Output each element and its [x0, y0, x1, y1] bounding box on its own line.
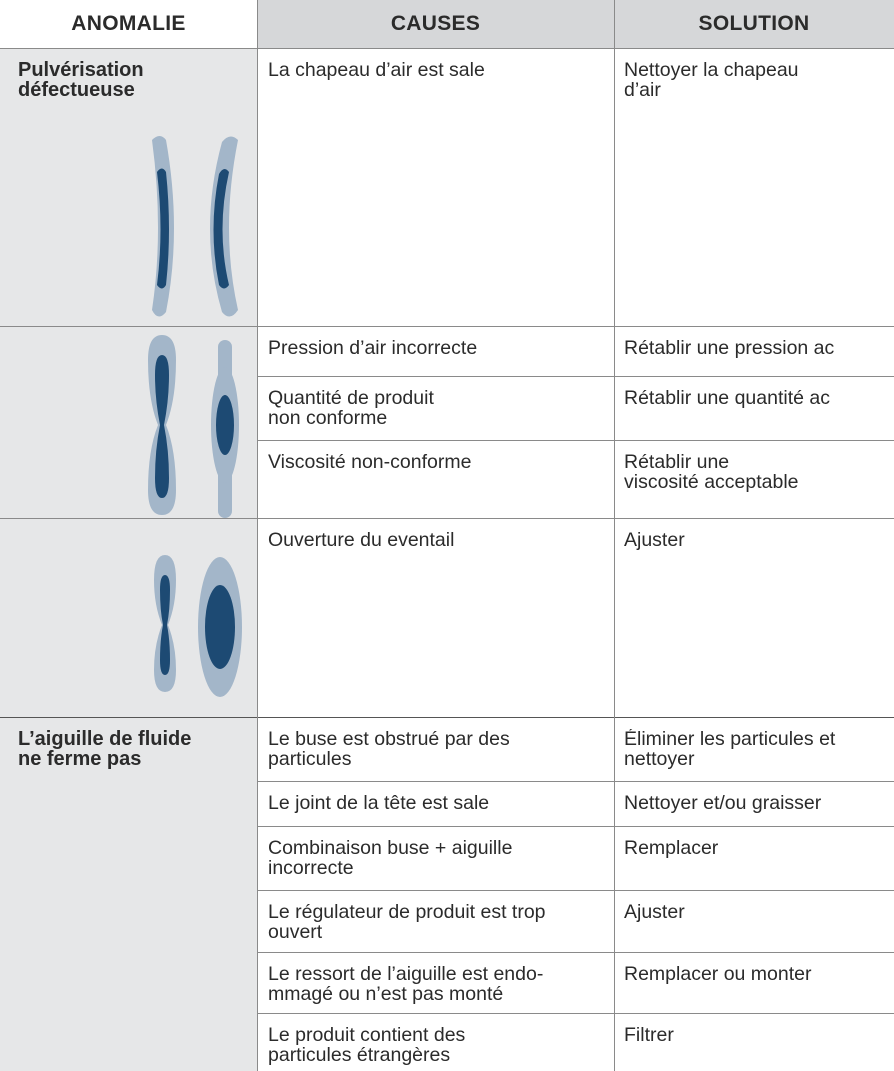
text-line: Remplacer ou monter — [624, 964, 812, 984]
cause-cell: Le buse est obstrué par des particules — [268, 729, 608, 769]
cause-cell: Ouverture du eventail — [268, 530, 608, 550]
cause-cell: Le joint de la tête est sale — [268, 793, 608, 813]
text-line: Pulvérisation — [18, 60, 144, 81]
text-line: Éliminer les particules et — [624, 729, 836, 750]
solution-cell: Rétablir une quantité ac — [624, 388, 892, 408]
anomaly-label: Pulvérisation défectueuse — [18, 60, 253, 100]
column-separator — [257, 0, 258, 1071]
solution-cell: Éliminer les particules et nettoyer — [624, 729, 892, 769]
header-cell: CAUSES — [390, 12, 481, 35]
text-line: viscosité acceptable — [624, 471, 799, 492]
cause-cell: Viscosité non-conforme — [268, 452, 608, 472]
text-line: particules — [268, 748, 352, 769]
text-line: Le ressort de l’aiguille est endo- — [268, 964, 544, 985]
group-separator — [0, 48, 894, 49]
header-background — [257, 0, 894, 48]
solution-cell: Remplacer — [624, 838, 892, 858]
column-separator — [614, 0, 615, 1071]
text-line: Remplacer — [624, 838, 719, 858]
text-line: Viscosité non-conforme — [268, 452, 472, 472]
text-line: Ajuster — [624, 530, 685, 550]
text-line: Combinaison buse + aiguille — [268, 838, 513, 859]
solution-cell: Rétablir une pression ac — [624, 338, 892, 358]
row-separator — [257, 1013, 894, 1014]
text-line: Nettoyer la chapeau — [624, 60, 799, 81]
row-separator — [257, 781, 894, 782]
group-separator — [0, 518, 894, 519]
text-line: défectueuse — [18, 79, 135, 100]
header-cell: ANOMALIE — [71, 12, 186, 35]
text-line: Quantité de produit — [268, 388, 434, 409]
row-separator — [257, 826, 894, 827]
text-line: La chapeau d’air est sale — [268, 60, 485, 80]
text-line: Nettoyer et/ou graisser — [624, 793, 822, 813]
text-line: mmagé ou n’est pas monté — [268, 983, 504, 1004]
text-line: Le produit contient des — [268, 1025, 466, 1046]
text-line: non conforme — [268, 407, 388, 428]
text-line: incorrecte — [268, 857, 354, 878]
solution-cell: Remplacer ou monter — [624, 964, 892, 984]
text-line: Ouverture du eventail — [268, 530, 455, 550]
text-line: Rétablir une pression ac — [624, 338, 835, 358]
cause-cell: Le produit contient des particules étrang… — [268, 1025, 608, 1065]
text-line: Ajuster — [624, 902, 685, 922]
cause-cell: Combinaison buse + aiguille incorrecte — [268, 838, 608, 878]
solution-cell: Ajuster — [624, 530, 892, 550]
row-separator — [257, 890, 894, 891]
solution-cell: Filtrer — [624, 1025, 892, 1045]
solution-cell: Nettoyer la chapeau d’air — [624, 60, 892, 100]
solution-cell: Rétablir une viscosité acceptable — [624, 452, 892, 492]
cause-cell: La chapeau d’air est sale — [268, 60, 608, 80]
cause-cell: Quantité de produit non conforme — [268, 388, 608, 428]
text-line: L’aiguille de fluide — [18, 729, 192, 750]
spray-pattern-icons — [148, 136, 242, 697]
group-separator — [0, 717, 894, 718]
cause-cell: Le régulateur de produit est trop ouvert — [268, 902, 608, 942]
row-separator — [257, 952, 894, 953]
row-separator — [257, 376, 894, 377]
text-line: Le régulateur de produit est trop — [268, 902, 546, 923]
solution-cell: Ajuster — [624, 902, 892, 922]
text-line: Filtrer — [624, 1025, 674, 1045]
text-line: ne ferme pas — [18, 748, 142, 769]
text-line: particules étrangères — [268, 1044, 451, 1065]
text-line: Rétablir une quantité ac — [624, 388, 830, 408]
cause-cell: Le ressort de l’aiguille est endo-mmagé … — [268, 964, 608, 1004]
group-separator — [0, 326, 894, 327]
cause-cell: Pression d’air incorrecte — [268, 338, 608, 358]
text-line: ouvert — [268, 921, 323, 942]
text-line: Rétablir une — [624, 452, 730, 473]
solution-cell: Nettoyer et/ou graisser — [624, 793, 892, 813]
text-line: Le buse est obstrué par des — [268, 729, 510, 750]
text-line: nettoyer — [624, 748, 695, 769]
header-cell: SOLUTION — [698, 12, 810, 35]
text-line: Le joint de la tête est sale — [268, 793, 490, 813]
row-separator — [257, 440, 894, 441]
text-line: Pression d’air incorrecte — [268, 338, 478, 358]
text-line: d’air — [624, 79, 661, 100]
anomaly-label: L’aiguille de fluide ne ferme pas — [18, 729, 253, 769]
